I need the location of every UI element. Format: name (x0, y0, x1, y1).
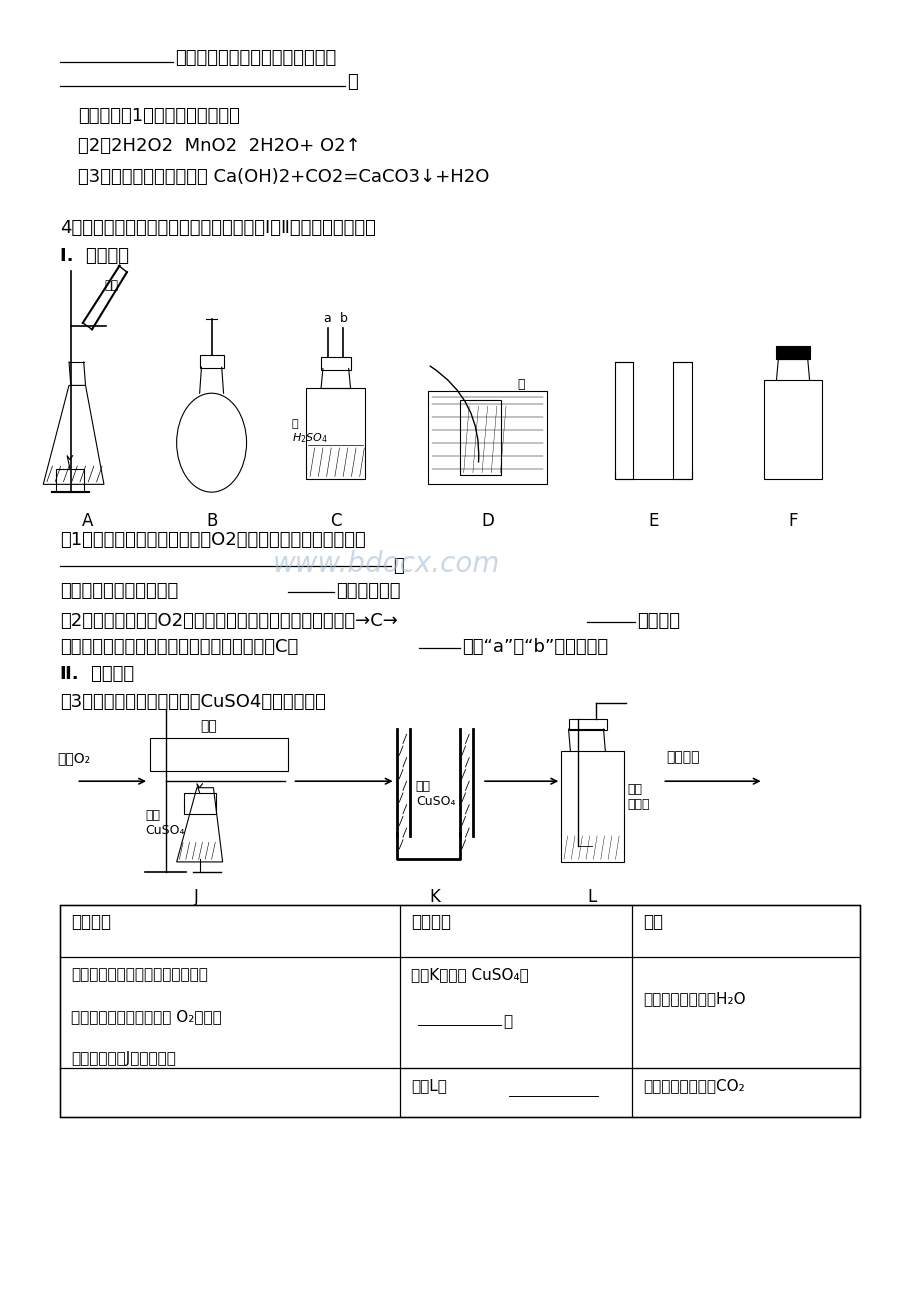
Text: 无水
CuSO₄: 无水 CuSO₄ (415, 780, 455, 809)
Text: 塑料燃烧产物中有H₂O: 塑料燃烧产物中有H₂O (642, 991, 745, 1006)
Text: K: K (429, 888, 440, 906)
Bar (321, 357, 350, 370)
Bar (673, 362, 691, 479)
Bar (776, 346, 809, 359)
Text: 结论: 结论 (642, 913, 663, 931)
Text: L: L (587, 888, 596, 906)
Text: www.bdocx.com: www.bdocx.com (272, 549, 500, 578)
Text: E: E (647, 512, 658, 530)
Text: 水: 水 (516, 378, 524, 391)
Text: （填标号）。: （填标号）。 (335, 582, 400, 600)
Text: ；试管内发生反应的化学方程式为: ；试管内发生反应的化学方程式为 (175, 49, 335, 68)
Bar (568, 719, 607, 730)
Text: 干燥O₂: 干燥O₂ (57, 751, 90, 766)
Text: （填标号: （填标号 (636, 612, 679, 630)
Bar (460, 400, 501, 475)
Text: 连接装置，检查气密性，装入试剂: 连接装置，检查气密性，装入试剂 (71, 967, 208, 983)
Text: Ⅰ.  制取氧气: Ⅰ. 制取氧气 (60, 247, 129, 266)
Text: 塑料: 塑料 (200, 719, 217, 733)
Text: 澄清
石灰水: 澄清 石灰水 (627, 783, 649, 811)
Text: 塑料燃烧产物中有CO₂: 塑料燃烧产物中有CO₂ (642, 1078, 744, 1094)
Bar (763, 380, 822, 479)
Text: 发生装置应选择上述装置: 发生装置应选择上述装置 (60, 582, 178, 600)
Text: 4、为探究某塑料的组成元素，设计了实验Ⅰ和Ⅱ。回答下列问题：: 4、为探究某塑料的组成元素，设计了实验Ⅰ和Ⅱ。回答下列问题： (60, 219, 375, 237)
Bar (56, 469, 84, 492)
Text: 装置K中无水 CuSO₄变: 装置K中无水 CuSO₄变 (411, 967, 528, 983)
Bar (614, 362, 632, 479)
Text: 色: 色 (503, 1014, 512, 1030)
Text: J: J (193, 888, 199, 906)
Bar (184, 793, 216, 814)
Text: a: a (323, 312, 330, 326)
Text: 时间后，点燃J处酒精灯。: 时间后，点燃J处酒精灯。 (71, 1051, 176, 1066)
Text: B: B (206, 512, 217, 530)
Text: Ⅱ.  组成探究: Ⅱ. 组成探究 (60, 665, 134, 684)
Text: 实验操作: 实验操作 (71, 913, 110, 931)
Text: 尾气处理: 尾气处理 (665, 750, 698, 764)
Bar (60, 905, 859, 1117)
Text: （填“a”或“b”）端相连。: （填“a”或“b”）端相连。 (461, 638, 607, 656)
Text: 实验现象: 实验现象 (411, 913, 450, 931)
Text: 答案为：（1）水永腾，液滴飞溅: 答案为：（1）水永腾，液滴飞溅 (78, 107, 240, 125)
Text: 棉花: 棉花 (104, 279, 118, 292)
Text: （1）若用一种暗紫色固体制取O2，发生反应的化学方程式为: （1）若用一种暗紫色固体制取O2，发生反应的化学方程式为 (60, 531, 365, 549)
Bar (427, 391, 547, 484)
Text: A: A (82, 512, 93, 530)
Text: 并按上图进行实验。通入 O₂，一段: 并按上图进行实验。通入 O₂，一段 (71, 1009, 221, 1025)
Text: （2）欲制取干燥的O2，装置合理的连接顺序为：发生装置→C→: （2）欲制取干燥的O2，装置合理的连接顺序为：发生装置→C→ (60, 612, 397, 630)
Bar (561, 751, 623, 862)
Text: （2）2H2O2  MnO2  2H2O+ O2↑: （2）2H2O2 MnO2 2H2O+ O2↑ (78, 137, 360, 155)
Bar (150, 738, 288, 771)
Text: 。: 。 (346, 73, 357, 91)
Text: D: D (481, 512, 494, 530)
Text: （3）定性检测（已知：无水CuSO4遇水变蓝色）: （3）定性检测（已知：无水CuSO4遇水变蓝色） (60, 693, 325, 711)
Bar (306, 388, 365, 479)
Text: 装置L中: 装置L中 (411, 1078, 447, 1094)
Text: b: b (339, 312, 347, 326)
Text: ，: ， (392, 557, 403, 575)
Text: 浓
$H_2SO_4$: 浓 $H_2SO_4$ (291, 419, 327, 445)
Text: F: F (788, 512, 797, 530)
Text: 无水
CuSO₄: 无水 CuSO₄ (145, 809, 185, 837)
Bar (199, 355, 223, 368)
Text: ）。连接装置时，发生装置的出气口应与装置C中: ）。连接装置时，发生装置的出气口应与装置C中 (60, 638, 298, 656)
Text: （3）红棕色粉末逐渐变黑 Ca(OH)2+CO2=CaCO3↓+H2O: （3）红棕色粉末逐渐变黑 Ca(OH)2+CO2=CaCO3↓+H2O (78, 168, 489, 186)
Text: C: C (330, 512, 341, 530)
